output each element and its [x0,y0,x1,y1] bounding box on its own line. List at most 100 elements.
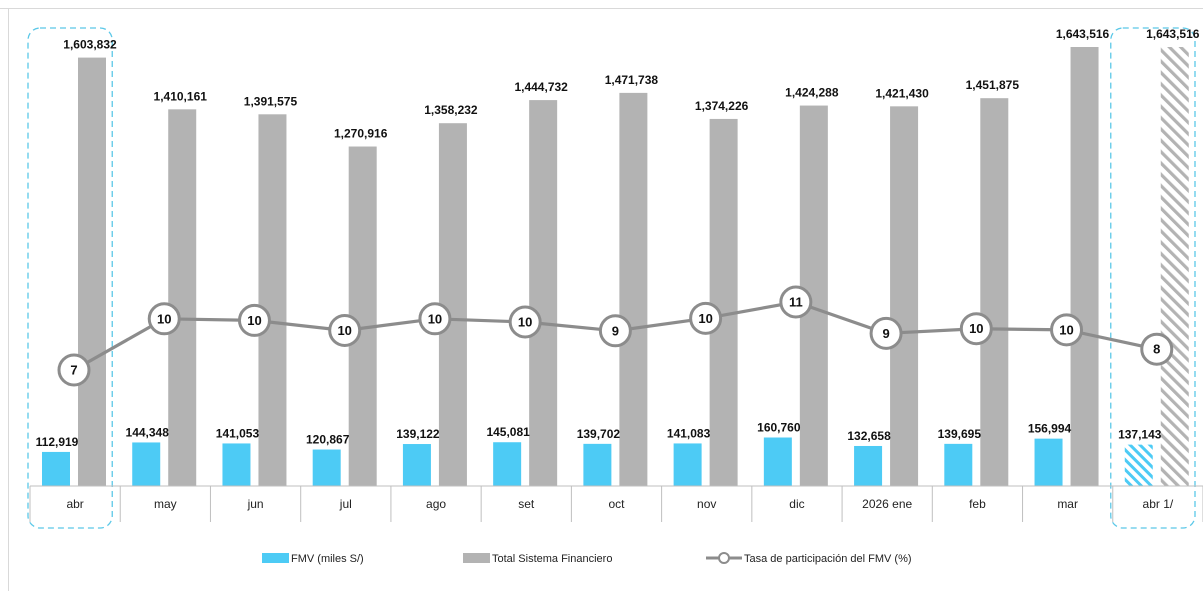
total-data-label-4: 1,358,232 [424,103,478,117]
rate-point-0 [57,353,91,387]
total-data-label-10: 1,451,875 [966,78,1020,92]
rate-point-label-11: 10 [1059,322,1073,337]
legend-swatch-total [463,553,490,563]
rate-point-label-7: 10 [698,311,712,326]
legend-label-rate: Tasa de participación del FMV (%) [744,553,912,565]
total-bar-6 [619,92,648,486]
total-data-label-1: 1,410,161 [154,89,208,103]
rate-point-label-1: 10 [157,311,171,326]
rate-point-3 [328,313,362,347]
legend-label-total: Total Sistema Financiero [492,553,612,565]
x-tick-label-11: mar [1057,497,1078,511]
x-tick-label-10: feb [969,497,986,511]
x-tick-label-12: abr 1/ [1143,497,1174,511]
fmv-data-label-5: 145,081 [486,425,530,439]
x-tick-label-5: set [518,497,535,511]
total-bar-9 [890,106,919,487]
highlight-group [27,27,1196,529]
fmv-data-label-11: 156,994 [1028,422,1072,436]
total-bar-11 [1070,47,1099,486]
rate-point-5 [508,305,542,339]
rate-point-6 [598,314,632,348]
rate-point-12 [1140,332,1174,366]
legend: FMV (miles S/) Total Sistema Financiero Ta… [262,552,912,565]
fmv-data-label-4: 139,122 [396,427,440,441]
legend-swatch-fmv [262,553,289,563]
rate-point-10 [959,312,993,346]
fmv-bar-1 [132,442,161,486]
rate-point-label-0: 7 [70,363,77,378]
line-group: 7 10 10 10 10 10 9 10 11 9 10 10 8 [57,285,1174,387]
total-data-label-3: 1,270,916 [334,127,388,141]
total-data-label-0: 1,603,832 [63,38,117,52]
total-bar-3 [348,146,377,487]
total-data-label-5: 1,444,732 [514,80,568,94]
legend-label-fmv: FMV (miles S/) [291,553,364,565]
legend-marker-rate [718,552,730,564]
fmv-bar-10 [944,443,973,486]
fmv-bar-4 [402,444,431,486]
fmv-bar-0 [42,451,70,486]
total-bar-10 [980,98,1009,487]
total-data-label-9: 1,421,430 [875,86,929,100]
rate-point-label-8: 11 [789,295,803,310]
total-bar-7 [709,118,738,487]
rate-point-1 [147,302,181,336]
rate-point-9 [869,316,903,350]
frame-top-border [0,8,1203,9]
fmv-data-label-10: 139,695 [938,427,982,441]
total-data-label-8: 1,424,288 [785,86,839,100]
total-bar-5 [529,100,558,487]
total-bar-1 [168,109,197,487]
highlight-box-12 [1110,27,1196,529]
x-tick-label-8: dic [789,497,804,511]
fmv-data-label-3: 120,867 [306,433,350,447]
fmv-bar-7 [673,443,702,486]
rate-point-label-6: 9 [612,323,619,338]
fmv-data-label-0: 112,919 [36,435,79,449]
total-data-label-11: 1,643,516 [1056,27,1110,41]
total-bar-2 [258,114,287,487]
rate-point-label-9: 9 [882,326,889,341]
rate-point-label-3: 10 [337,323,351,338]
fmv-data-label-1: 144,348 [126,425,170,439]
rate-point-label-4: 10 [428,311,442,326]
x-tick-label-4: ago [426,497,446,511]
rate-point-label-12: 8 [1153,342,1160,357]
x-tick-label-6: oct [608,497,625,511]
x-tick-label-0: abr [66,497,83,511]
fmv-bar-2 [222,443,251,486]
x-tick-label-3: jul [339,497,352,511]
highlight-box-0 [27,27,113,529]
x-axis: abr may jun jul ago set oct nov dic 2026 ene feb ma… [29,485,1203,522]
x-tick-label-1: may [154,497,177,511]
total-bar-12 [1160,47,1189,486]
rate-point-4 [418,302,452,336]
fmv-bar-6 [583,443,612,486]
frame-left-border [8,8,9,591]
fmv-data-label-9: 132,658 [847,429,891,443]
total-bar-4 [438,123,467,487]
total-data-label-7: 1,374,226 [695,99,749,113]
total-data-label-2: 1,391,575 [244,94,298,108]
rate-point-11 [1050,313,1084,347]
fmv-bar-5 [493,442,522,486]
fmv-data-label-2: 141,053 [216,426,260,440]
fmv-bar-8 [763,437,792,486]
x-tick-label-7: nov [697,497,716,511]
total-bar-0 [78,57,106,486]
fmv-bar-3 [312,449,341,486]
x-tick-label-2: jun [247,497,264,511]
fmv-data-label-6: 139,702 [577,427,621,441]
data-labels-group: 112,919 1,603,832 144,348 1,410,161 141,053 1… [36,27,1200,449]
fmv-bar-11 [1034,438,1063,486]
fmv-bar-12 [1124,444,1153,486]
rate-point-label-10: 10 [969,321,983,336]
total-data-label-12: 1,643,516 [1146,27,1200,41]
fmv-data-label-12: 137,143 [1118,428,1162,442]
rate-point-7 [689,301,723,335]
x-tick-label-9: 2026 ene [862,497,912,511]
fmv-data-label-8: 160,760 [757,421,801,435]
rate-point-8 [779,285,813,319]
